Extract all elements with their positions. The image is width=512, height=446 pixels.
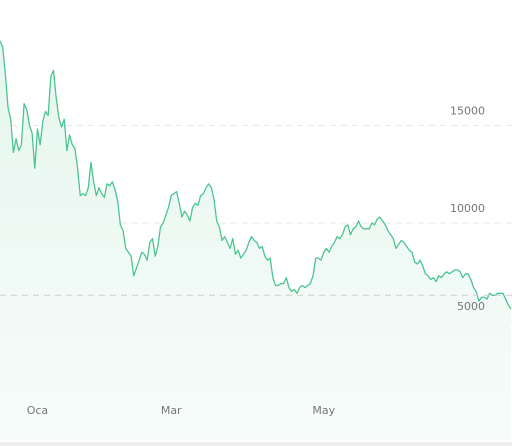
series-area (0, 41, 511, 440)
y-tick-label: 15000 (450, 104, 485, 117)
x-tick-label: May (312, 404, 335, 417)
x-tick-label: Oca (27, 404, 48, 417)
x-axis-ticks: Oca Mar May (27, 404, 336, 417)
y-tick-label: 5000 (457, 300, 485, 313)
x-tick-label: Mar (161, 404, 182, 417)
y-axis-ticks: 5000 10000 15000 (450, 104, 485, 313)
series-line (0, 40, 512, 310)
chart-footer-strip (0, 442, 512, 446)
y-tick-label: 10000 (450, 202, 485, 215)
